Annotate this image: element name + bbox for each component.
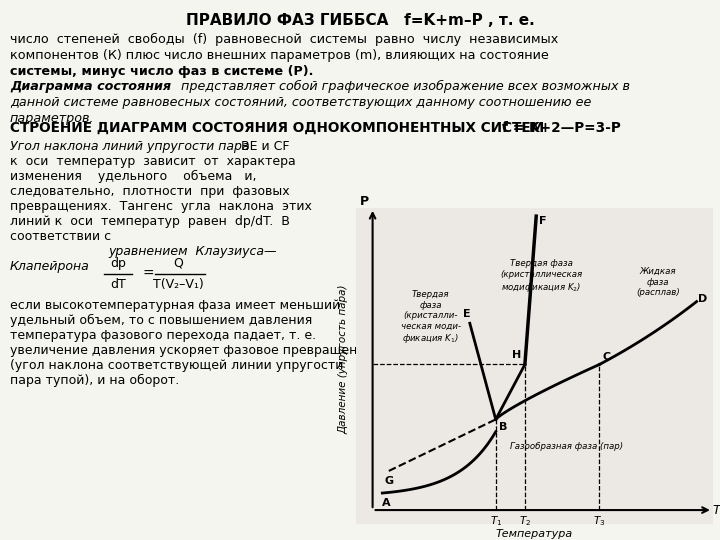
Text: $T_1$: $T_1$: [490, 514, 502, 528]
Text: $T_2$: $T_2$: [519, 514, 531, 528]
Text: H: H: [512, 350, 521, 360]
Text: Твердая фаза
(кристаллическая
модификация $K_2$): Твердая фаза (кристаллическая модификаци…: [500, 260, 582, 294]
Text: dp: dp: [110, 257, 126, 270]
Text: A: A: [382, 498, 390, 508]
Text: пара тупой), и на оборот.: пара тупой), и на оборот.: [10, 374, 179, 387]
Text: T(V₂–V₁): T(V₂–V₁): [153, 278, 203, 291]
Text: компонентов (К) плюс число внешних параметров (m), влияющих на состояние: компонентов (К) плюс число внешних парам…: [10, 49, 549, 62]
Text: ПРАВИЛО ФАЗ ГИББСА   f=K+m–P , т. е.: ПРАВИЛО ФАЗ ГИББСА f=K+m–P , т. е.: [186, 13, 534, 28]
Text: Диаграмма состояния: Диаграмма состояния: [10, 80, 171, 93]
Text: изменения    удельного    объема   и,: изменения удельного объема и,: [10, 170, 256, 183]
Text: уравнением  Клаузиуса—: уравнением Клаузиуса—: [108, 245, 276, 258]
Text: данной системе равновесных состояний, соответствующих данному соотношению ее: данной системе равновесных состояний, со…: [10, 96, 591, 109]
Text: f = K+2—P=3-P: f = K+2—P=3-P: [502, 121, 621, 135]
Text: dT: dT: [110, 278, 126, 291]
Text: превращениях.  Тангенс  угла  наклона  этих: превращениях. Тангенс угла наклона этих: [10, 200, 312, 213]
Text: число  степеней  свободы  (f)  равновесной  системы  равно  числу  независимых: число степеней свободы (f) равновесной с…: [10, 33, 558, 46]
Text: температура фазового перехода падает, т. е.: температура фазового перехода падает, т.…: [10, 329, 316, 342]
Text: (угол наклона соответствующей линии упругости: (угол наклона соответствующей линии упру…: [10, 359, 343, 372]
Text: к  оси  температур  зависит  от  характера: к оси температур зависит от характера: [10, 155, 296, 168]
Text: $T_3$: $T_3$: [593, 514, 606, 528]
Text: BE и CF: BE и CF: [237, 140, 289, 153]
Text: B: B: [499, 422, 508, 432]
Text: СТРОЕНИЕ ДИАГРАММ СОСТОЯНИЯ ОДНОКОМПОНЕНТНЫХ СИСТЕМ: СТРОЕНИЕ ДИАГРАММ СОСТОЯНИЯ ОДНОКОМПОНЕН…: [10, 121, 544, 135]
Text: линий к  оси  температур  равен  dp/dT.  В: линий к оси температур равен dp/dT. В: [10, 215, 290, 228]
Text: Жидкая
фаза
(расплав): Жидкая фаза (расплав): [636, 267, 680, 297]
Text: системы, минус число фаз в системе (Р).: системы, минус число фаз в системе (Р).: [10, 65, 313, 78]
Text: Газообразная фаза (пар): Газообразная фаза (пар): [510, 442, 624, 451]
Text: D: D: [698, 294, 708, 304]
Text: представляет собой графическое изображение всех возможных в: представляет собой графическое изображен…: [177, 80, 630, 93]
Text: соответствии с: соответствии с: [10, 230, 111, 243]
Text: G: G: [384, 476, 393, 487]
Text: T: T: [713, 504, 720, 517]
Text: F: F: [539, 216, 547, 226]
Text: P: P: [360, 195, 369, 208]
Text: Температура: Температура: [496, 529, 573, 539]
Text: Угол наклона линий упругости пара: Угол наклона линий упругости пара: [10, 140, 250, 153]
Text: удельный объем, то с повышением давления: удельный объем, то с повышением давления: [10, 314, 312, 327]
Text: параметров.: параметров.: [10, 112, 94, 125]
Text: =: =: [142, 267, 153, 281]
Text: Q: Q: [173, 257, 183, 270]
Text: Клапейрона: Клапейрона: [10, 260, 90, 273]
Text: Твердая
фаза
(кристалли-
ческая моди-
фикация $K_1$): Твердая фаза (кристалли- ческая моди- фи…: [401, 291, 461, 345]
Text: следовательно,  плотности  при  фазовых: следовательно, плотности при фазовых: [10, 185, 289, 198]
Text: Давление (упругость пара): Давление (упругость пара): [338, 284, 348, 434]
Text: E: E: [463, 309, 470, 319]
Text: увеличение давления ускоряет фазовое превращение: увеличение давления ускоряет фазовое пре…: [10, 344, 373, 357]
Text: C: C: [603, 352, 611, 362]
Text: если высокотемпературная фаза имеет меньший: если высокотемпературная фаза имеет мень…: [10, 299, 341, 312]
